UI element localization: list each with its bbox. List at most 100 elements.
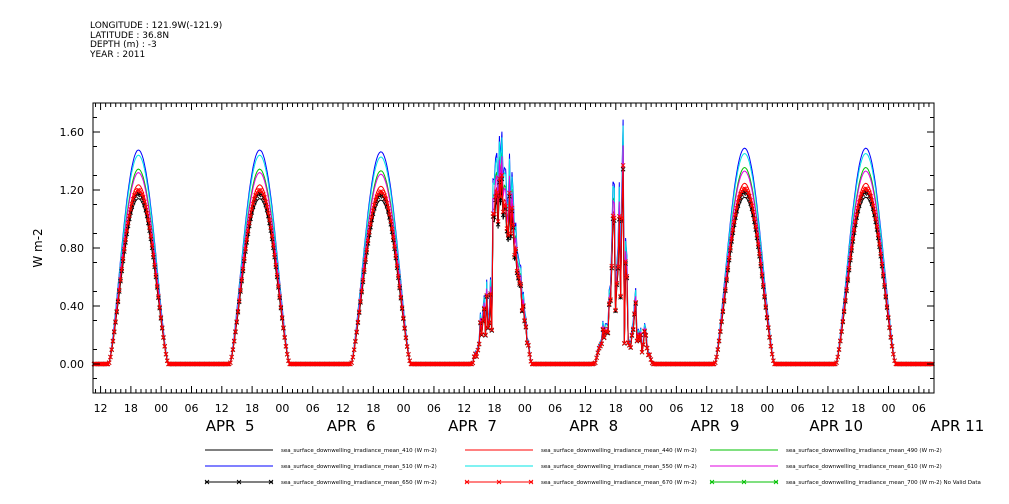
series-marker-7 (638, 332, 644, 337)
metadata-block: LONGITUDE : 121.9W(-121.9) LATITUDE : 36.… (90, 21, 223, 60)
series-marker-7 (510, 222, 516, 228)
series-marker-7 (228, 360, 233, 366)
series-marker-7 (878, 251, 884, 257)
series-marker-7 (503, 203, 508, 209)
x-hour-label: 00 (639, 402, 653, 415)
series-marker-7 (130, 196, 136, 202)
series-marker-7 (594, 355, 599, 361)
series-marker-7 (855, 205, 861, 211)
x-day-label: APR 8 (569, 417, 618, 435)
series-marker-7 (608, 297, 613, 302)
x-hour-label: 06 (912, 402, 926, 415)
series-marker-7 (125, 220, 131, 226)
series-marker-7 (640, 342, 646, 347)
series-marker-7 (152, 262, 157, 268)
series-marker-7 (763, 304, 769, 309)
series-marker-7 (269, 234, 275, 239)
series-marker-7 (240, 266, 246, 272)
series-marker-7 (605, 330, 611, 335)
axis-ticks: 0.00 0.40 0.80 1.20 1.60 12 18 00 06 12 18 00 06 12 18… (60, 103, 984, 435)
series-marker-7 (389, 226, 395, 232)
series-marker-7 (164, 358, 170, 364)
series-marker-6 (863, 189, 868, 195)
legend-label: sea_surface_downwelling_irradiance_mean_… (541, 480, 697, 486)
series-marker-7 (120, 256, 126, 262)
legend-label: sea_surface_downwelling_irradiance_mean_… (281, 464, 437, 470)
series-marker-7 (162, 343, 168, 349)
series-marker-7 (755, 242, 761, 247)
series-marker-7 (475, 347, 481, 353)
x-hour-label: 06 (184, 402, 198, 415)
series-marker-7 (863, 186, 868, 191)
series-marker-7 (113, 319, 118, 324)
series-marker-7 (387, 212, 392, 217)
series-marker-7 (244, 237, 250, 243)
series-marker-7 (262, 195, 267, 200)
legend-label: sea_surface_downwelling_irradiance_mean_… (786, 448, 942, 454)
series-marker-7 (518, 281, 524, 287)
series-line-2 (94, 141, 933, 365)
series-marker-7 (128, 207, 133, 212)
longitude-label: LONGITUDE : 121.9W(-121.9) (90, 21, 223, 31)
series-marker-7 (281, 325, 286, 330)
series-marker-7 (272, 252, 277, 258)
series-marker-7 (643, 332, 649, 338)
series-marker-7 (882, 282, 887, 288)
series-marker-7 (884, 304, 890, 309)
series-marker-7 (844, 287, 849, 292)
series-marker-7 (349, 360, 354, 366)
series-marker-7 (888, 334, 894, 340)
series-marker-7 (356, 309, 362, 314)
series-marker-7 (764, 314, 770, 320)
x-hour-label: 12 (821, 402, 835, 415)
series-marker-7 (491, 211, 497, 217)
series-marker-7 (595, 350, 601, 355)
series-marker-7 (769, 351, 775, 357)
series-marker-7 (714, 354, 719, 360)
series-marker-7 (766, 324, 771, 330)
series-marker-7 (284, 351, 290, 357)
series-marker-7 (859, 191, 865, 197)
series-marker-7 (848, 255, 853, 261)
series-marker-7 (406, 351, 411, 357)
series-marker-7 (139, 191, 145, 197)
series-marker-7 (637, 338, 642, 343)
x-day-label: APR 6 (327, 417, 376, 435)
series-marker-7 (241, 256, 247, 262)
series-marker-7 (733, 212, 738, 218)
series-marker-7 (364, 247, 370, 253)
axes: W m-2 (31, 102, 935, 394)
series-marker-7 (159, 325, 165, 330)
series-marker-7 (229, 354, 234, 360)
x-hour-label: 12 (457, 402, 471, 415)
series-marker-7 (399, 305, 405, 310)
series-marker-7 (480, 317, 486, 323)
series-marker-7 (606, 301, 612, 306)
series-marker-7 (119, 266, 125, 272)
series-marker-7 (257, 187, 262, 193)
legend-marker (709, 479, 715, 485)
series-marker-7 (892, 358, 897, 363)
series-marker-7 (366, 230, 372, 235)
series-marker-7 (603, 328, 608, 334)
series-marker-7 (891, 351, 896, 357)
y-tick-label: 1.20 (60, 184, 85, 197)
series-marker-7 (158, 315, 164, 320)
series-marker-7 (388, 219, 394, 224)
series-marker-7 (523, 324, 529, 329)
series-marker-7 (394, 263, 400, 269)
series-marker-7 (762, 293, 767, 299)
series-marker-7 (745, 190, 751, 195)
y-tick-label: 0.00 (60, 358, 85, 371)
legend-label: sea_surface_downwelling_irradiance_mean_… (281, 480, 437, 486)
y-tick-label: 1.60 (60, 126, 85, 139)
series-marker-6 (135, 191, 141, 196)
series-marker-7 (402, 325, 407, 331)
series-marker-7 (114, 308, 120, 314)
series-marker-7 (710, 361, 716, 367)
series-marker-6 (742, 189, 747, 195)
series-marker-7 (265, 210, 271, 216)
series-marker-7 (239, 277, 245, 282)
series-marker-7 (494, 190, 500, 195)
series-marker-7 (514, 268, 520, 274)
